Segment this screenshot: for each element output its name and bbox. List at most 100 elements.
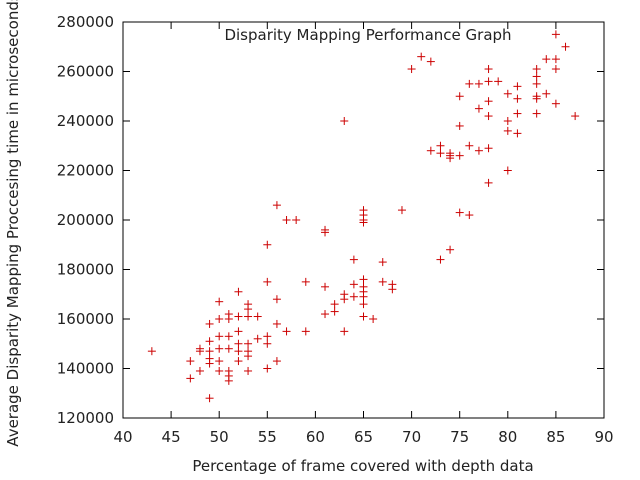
y-tick-label: 280000: [57, 13, 114, 31]
data-point: [263, 332, 272, 341]
data-point: [551, 30, 560, 39]
data-point: [513, 82, 522, 91]
data-point: [359, 312, 368, 321]
data-point: [195, 366, 204, 375]
data-point: [244, 312, 253, 321]
x-tick-label: 55: [258, 428, 277, 446]
data-point: [321, 310, 330, 319]
data-point: [272, 295, 281, 304]
x-tick-label: 40: [113, 428, 132, 446]
y-tick-label: 200000: [57, 211, 114, 229]
data-point: [465, 79, 474, 88]
data-point: [436, 149, 445, 158]
y-tick-label: 240000: [57, 112, 114, 130]
data-point: [340, 117, 349, 125]
data-point: [436, 255, 445, 264]
chart-title: Disparity Mapping Performance Graph: [224, 26, 511, 44]
data-point: [369, 315, 378, 323]
data-point: [330, 307, 339, 316]
data-point: [359, 275, 368, 284]
data-point: [426, 57, 435, 66]
data-point: [503, 89, 512, 98]
data-point: [215, 297, 224, 306]
data-point: [542, 89, 551, 98]
data-point: [272, 357, 281, 366]
data-point: [321, 228, 330, 237]
data-point: [215, 357, 224, 366]
data-point: [532, 65, 541, 74]
data-point: [340, 327, 349, 336]
data-point: [542, 55, 551, 64]
x-axis-label: Percentage of frame covered with depth d…: [192, 457, 533, 475]
data-point: [397, 206, 406, 215]
data-point: [244, 366, 253, 375]
data-point: [503, 166, 512, 175]
data-point: [349, 292, 358, 301]
data-point: [503, 126, 512, 135]
data-point: [215, 332, 224, 341]
data-point: [205, 319, 214, 328]
data-point: [378, 277, 387, 286]
data-point: [532, 94, 541, 103]
x-tick-label: 60: [306, 428, 325, 446]
data-point: [186, 374, 195, 383]
data-point: [426, 146, 435, 155]
data-point: [224, 376, 233, 385]
data-point: [301, 327, 310, 336]
data-point: [388, 285, 397, 294]
data-point: [484, 112, 493, 121]
data-point: [446, 245, 455, 254]
data-point: [330, 300, 339, 309]
data-point: [349, 280, 358, 289]
data-point: [244, 339, 253, 348]
data-point: [484, 144, 493, 153]
data-point: [474, 79, 483, 88]
y-tick-label: 180000: [57, 261, 114, 279]
data-point: [253, 334, 262, 343]
data-point: [244, 305, 253, 314]
data-point: [455, 151, 464, 160]
data-point: [282, 216, 291, 224]
x-tick-label: 45: [162, 428, 181, 446]
data-point: [234, 287, 243, 296]
data-point: [532, 79, 541, 88]
data-point: [474, 104, 483, 113]
data-point: [224, 332, 233, 341]
data-point: [263, 364, 272, 373]
data-point: [436, 141, 445, 150]
data-point: [484, 178, 493, 187]
y-tick-label: 260000: [57, 63, 114, 81]
data-point: [292, 216, 301, 224]
data-point: [465, 141, 474, 150]
x-tick-label: 70: [402, 428, 421, 446]
data-point: [234, 312, 243, 321]
data-point: [215, 315, 224, 323]
data-point: [455, 208, 464, 217]
data-point: [571, 112, 580, 121]
x-tick-label: 85: [546, 428, 565, 446]
data-point: [234, 357, 243, 366]
y-tick-label: 220000: [57, 162, 114, 180]
data-point: [234, 347, 243, 356]
data-point: [359, 292, 368, 301]
data-point: [551, 65, 560, 74]
data-point: [532, 109, 541, 118]
data-point: [282, 327, 291, 336]
x-tick-label: 50: [210, 428, 229, 446]
data-point: [224, 315, 233, 323]
data-point: [349, 255, 358, 264]
data-point: [407, 65, 416, 74]
data-point: [263, 339, 272, 348]
data-point: [561, 42, 570, 51]
data-point: [513, 109, 522, 118]
data-point: [551, 55, 560, 64]
data-point: [503, 117, 512, 125]
data-point: [465, 211, 474, 220]
data-point: [551, 99, 560, 108]
data-point: [446, 154, 455, 163]
data-point: [186, 357, 195, 366]
data-point: [205, 394, 214, 403]
y-tick-label: 120000: [57, 409, 114, 427]
data-point: [272, 201, 281, 210]
data-point: [215, 344, 224, 353]
